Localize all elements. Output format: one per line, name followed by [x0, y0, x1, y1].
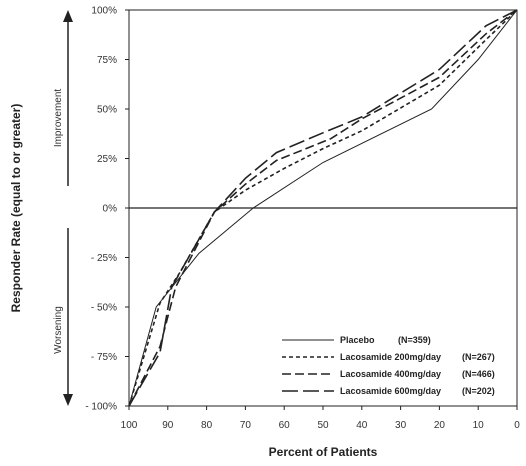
y-tick-label: - 75%: [91, 352, 117, 363]
y-tick-label: - 50%: [91, 303, 117, 314]
worsening-label: Worsening: [53, 306, 64, 354]
legend-n-label: (N=359): [398, 335, 431, 345]
x-tick-label: 0: [514, 420, 520, 431]
improvement-arrowhead: [63, 10, 73, 22]
improvement-label: Improvement: [53, 89, 64, 148]
y-tick-label: 50%: [97, 105, 117, 116]
y-tick-label: - 100%: [85, 402, 117, 413]
x-tick-label: 70: [240, 420, 252, 431]
y-tick-label: 75%: [97, 55, 117, 66]
y-tick-label: 100%: [91, 6, 117, 17]
legend: Placebo (N=359) Lacosamide 200mg/day (N=267…: [282, 335, 495, 396]
x-tick-label: 90: [162, 420, 174, 431]
x-tick-label: 60: [279, 420, 291, 431]
series-line-2: [128, 9, 518, 407]
legend-n-label: (N=466): [462, 369, 495, 379]
legend-label: Lacosamide 200mg/day: [340, 352, 441, 362]
legend-label: Placebo: [340, 335, 375, 345]
x-tick-label: 30: [395, 420, 407, 431]
worsening-arrowhead: [63, 394, 73, 406]
series-line-3: [128, 9, 518, 407]
legend-label: Lacosamide 600mg/day: [340, 386, 441, 396]
x-tick-label: 80: [201, 420, 213, 431]
x-tick-label: 40: [356, 420, 368, 431]
legend-n-label: (N=267): [462, 352, 495, 362]
x-tick-label: 100: [121, 420, 138, 431]
y-tick-label: 0%: [103, 204, 118, 215]
legend-n-label: (N=202): [462, 386, 495, 396]
y-tick-label: - 25%: [91, 253, 117, 264]
x-tick-label: 10: [473, 420, 485, 431]
series-line-4: [128, 9, 518, 407]
y-axis-title: Responder Rate (equal to or greater): [9, 104, 23, 313]
x-tick-label: 20: [434, 420, 446, 431]
legend-label: Lacosamide 400mg/day: [340, 369, 441, 379]
y-tick-label: 25%: [97, 154, 117, 165]
x-axis-title: Percent of Patients: [269, 445, 378, 459]
x-tick-label: 50: [317, 420, 329, 431]
